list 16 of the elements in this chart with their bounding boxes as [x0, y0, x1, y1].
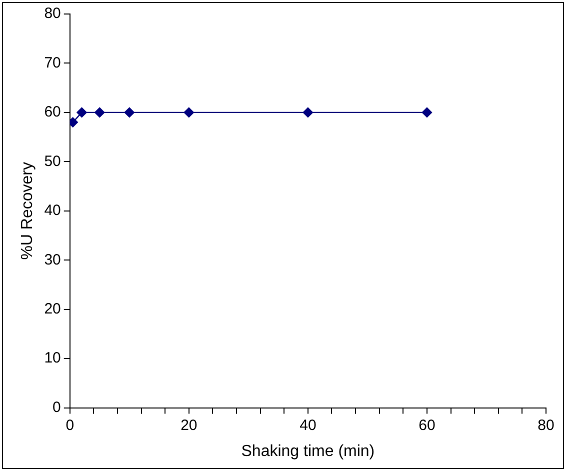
y-tick-label: 30 — [44, 251, 61, 268]
x-tick-label: 60 — [418, 416, 436, 434]
y-tick-label: 50 — [44, 152, 61, 170]
y-tick-label: 40 — [44, 202, 61, 220]
y-tick-label: 20 — [44, 300, 61, 318]
y-tick-label: 0 — [52, 398, 61, 416]
y-tick-label: 80 — [44, 5, 61, 22]
x-axis-title: Shaking time (min) — [241, 442, 375, 460]
y-axis-title: %U Recovery — [19, 162, 36, 260]
x-tick-label: 40 — [300, 416, 316, 434]
x-tick-label: 0 — [66, 416, 74, 434]
y-tick-label: 10 — [44, 350, 61, 367]
x-tick-label: 80 — [538, 416, 554, 434]
y-tick-label: 70 — [44, 54, 61, 72]
y-tick-label: 60 — [44, 104, 61, 121]
x-tick-label: 20 — [180, 416, 198, 434]
